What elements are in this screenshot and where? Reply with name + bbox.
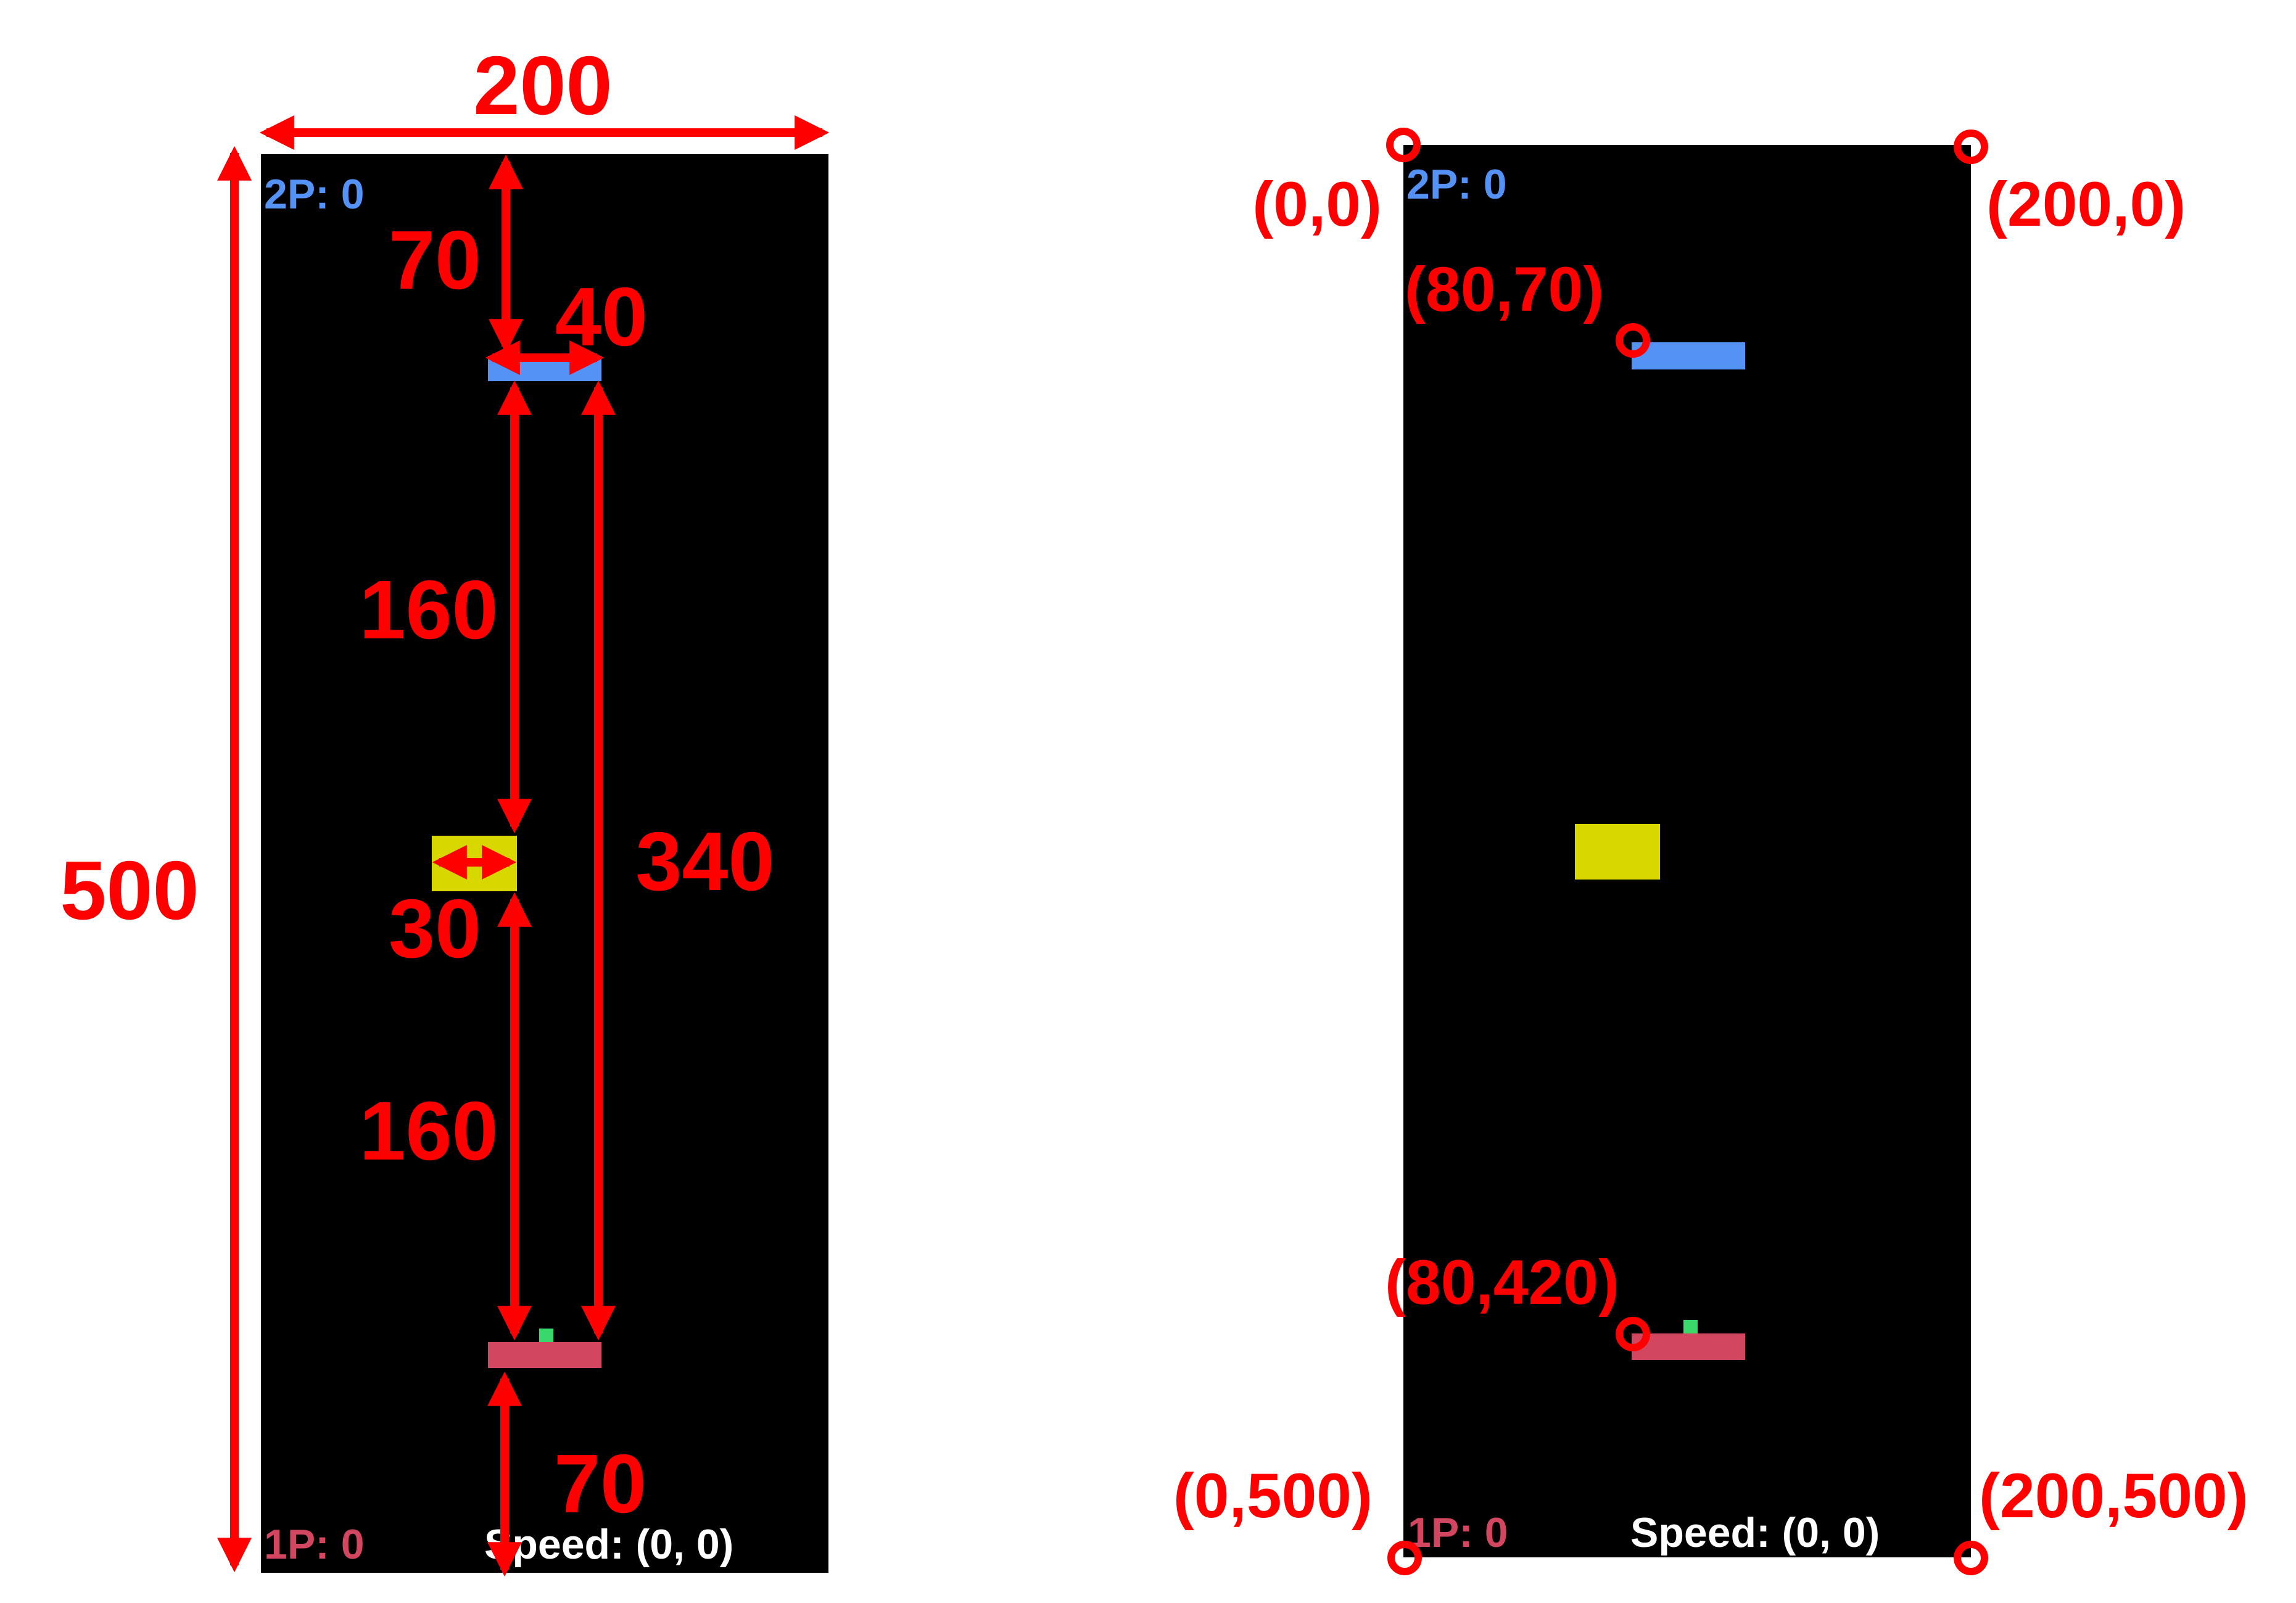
marker-paddle-1p: [1616, 1317, 1650, 1351]
left-dimension-arrows: [217, 115, 830, 1577]
right-paddle-1p: [1632, 1333, 1745, 1360]
right-ball: [1575, 824, 1660, 880]
coord-top-left: (0,0): [1252, 169, 1382, 239]
right-score-2p: 2P: 0: [1406, 161, 1507, 208]
right-panel: 2P: 0 1P: 0 Speed: (0, 0) (0,0) (200,0) …: [1173, 128, 2249, 1575]
right-speed-readout: Speed: (0, 0): [1630, 1509, 1880, 1556]
left-score-2p: 2P: 0: [264, 171, 365, 218]
right-paddle-2p: [1632, 342, 1745, 369]
height-label: 500: [60, 844, 199, 937]
left-paddle-marker: [539, 1329, 553, 1342]
coord-top-right: (200,0): [1986, 169, 2186, 239]
left-score-1p: 1P: 0: [264, 1521, 365, 1568]
paddle-width-label: 40: [555, 270, 648, 363]
left-speed-readout: Speed: (0, 0): [484, 1521, 733, 1568]
paddle-gap-label: 340: [635, 815, 774, 908]
bottom-gap-label: 70: [554, 1437, 646, 1530]
marker-bottom-right: [1954, 1541, 1988, 1575]
upper-gap-label: 160: [359, 563, 498, 656]
right-score-1p: 1P: 0: [1408, 1509, 1508, 1556]
coord-bottom-left: (0,500): [1173, 1461, 1373, 1531]
coord-paddle-2p: (80,70): [1405, 254, 1604, 324]
marker-bottom-left: [1387, 1541, 1422, 1575]
marker-top-right: [1954, 130, 1988, 164]
ball-size-label: 30: [389, 882, 481, 975]
right-paddle-marker: [1683, 1320, 1698, 1333]
lower-gap-label: 160: [359, 1084, 498, 1177]
width-label: 200: [473, 39, 612, 132]
coordinate-markers: [1386, 128, 1988, 1575]
coord-bottom-right: (200,500): [1979, 1461, 2249, 1531]
top-gap-label: 70: [389, 213, 481, 307]
coord-paddle-1p: (80,420): [1385, 1247, 1619, 1317]
marker-top-left: [1386, 128, 1421, 162]
marker-paddle-2p: [1616, 323, 1650, 358]
left-paddle-1p: [488, 1342, 601, 1368]
left-panel: 2P: 0 1P: 0 Speed: (0, 0) 200 500 70 40 …: [60, 39, 830, 1577]
